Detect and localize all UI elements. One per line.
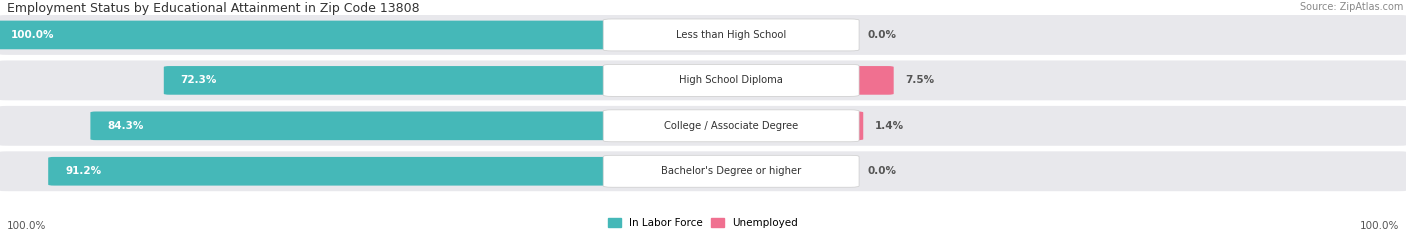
FancyBboxPatch shape bbox=[0, 61, 1406, 100]
Text: 84.3%: 84.3% bbox=[107, 121, 143, 131]
Text: 72.3%: 72.3% bbox=[180, 75, 217, 85]
Text: 100.0%: 100.0% bbox=[11, 30, 55, 40]
FancyBboxPatch shape bbox=[90, 112, 617, 140]
Text: Employment Status by Educational Attainment in Zip Code 13808: Employment Status by Educational Attainm… bbox=[7, 2, 419, 15]
Text: 91.2%: 91.2% bbox=[65, 166, 101, 176]
FancyBboxPatch shape bbox=[603, 110, 859, 142]
FancyBboxPatch shape bbox=[0, 15, 1406, 55]
FancyBboxPatch shape bbox=[0, 21, 617, 49]
Text: 0.0%: 0.0% bbox=[868, 30, 897, 40]
Text: Less than High School: Less than High School bbox=[676, 30, 786, 40]
Text: 1.4%: 1.4% bbox=[875, 121, 904, 131]
Text: Bachelor's Degree or higher: Bachelor's Degree or higher bbox=[661, 166, 801, 176]
Legend: In Labor Force, Unemployed: In Labor Force, Unemployed bbox=[609, 218, 797, 228]
FancyBboxPatch shape bbox=[163, 66, 617, 95]
FancyBboxPatch shape bbox=[48, 157, 617, 185]
Text: 0.0%: 0.0% bbox=[868, 166, 897, 176]
Text: College / Associate Degree: College / Associate Degree bbox=[664, 121, 799, 131]
Text: Source: ZipAtlas.com: Source: ZipAtlas.com bbox=[1299, 2, 1403, 12]
FancyBboxPatch shape bbox=[0, 106, 1406, 146]
FancyBboxPatch shape bbox=[603, 155, 859, 187]
Text: 100.0%: 100.0% bbox=[7, 221, 46, 231]
Text: 7.5%: 7.5% bbox=[905, 75, 934, 85]
FancyBboxPatch shape bbox=[603, 64, 859, 96]
Text: 100.0%: 100.0% bbox=[1360, 221, 1399, 231]
FancyBboxPatch shape bbox=[603, 19, 859, 51]
FancyBboxPatch shape bbox=[845, 112, 863, 140]
Text: High School Diploma: High School Diploma bbox=[679, 75, 783, 85]
FancyBboxPatch shape bbox=[845, 66, 894, 95]
FancyBboxPatch shape bbox=[0, 151, 1406, 191]
